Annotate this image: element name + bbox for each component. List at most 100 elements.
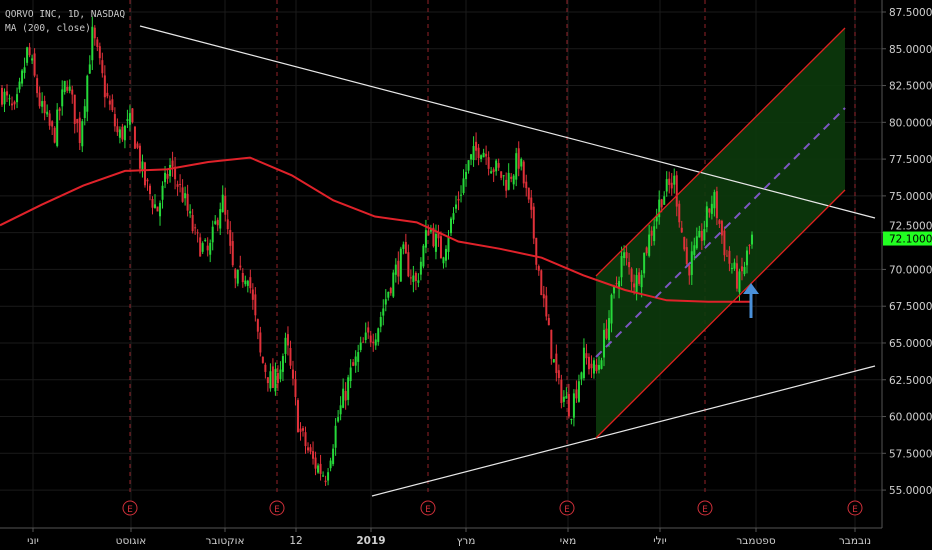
candle-body [334,425,337,448]
candle-body [296,400,299,433]
candle-body [159,202,162,217]
y-tick-label: 87.5000 [889,7,932,19]
indicator-label[interactable]: MA (200, close) [5,23,91,34]
x-tick-label: מרץ [457,535,476,547]
candle-body [472,146,475,161]
candle-body [512,175,515,185]
candle-body [414,272,417,281]
channel-lower-line[interactable] [595,189,846,439]
candle-body [407,252,410,277]
candle-body [209,242,212,255]
upper-trendline[interactable] [139,25,876,219]
candle-body [43,100,46,114]
candle-body [61,89,64,107]
candle-body [387,291,390,298]
candle-body [11,103,14,106]
candle-body [344,390,347,401]
moving-average-line[interactable] [0,156,750,303]
y-tick-label: 77.5000 [889,154,932,166]
candle-body [577,381,580,402]
candle-body [565,396,568,399]
candle-body [176,184,179,187]
candle-body [354,356,357,366]
x-tick-label: אוקטובר [206,535,245,547]
earnings-icon[interactable] [697,500,713,516]
candle-body [743,266,746,275]
earnings-label: E [127,505,133,515]
candle-body [680,227,683,233]
candle-body [648,234,651,256]
y-tick-label: 82.5000 [889,81,932,93]
channel-upper-line[interactable] [595,27,846,277]
candle-body [485,153,488,157]
candle-body [33,53,36,76]
candle-body [219,209,222,229]
candle-body [291,369,294,379]
candle-body [13,101,16,105]
earnings-icon[interactable] [420,500,436,516]
candle-body [603,329,606,358]
candle-body [655,215,658,222]
candle-body [658,199,661,218]
y-tick-label: 67.5000 [889,301,932,313]
candle-body [605,328,608,339]
candle-body [314,457,317,469]
earnings-icon[interactable] [847,500,863,516]
candle-body [399,248,402,282]
candle-body [678,203,681,223]
candle-body [151,199,154,208]
channel-midline[interactable] [595,107,846,358]
candle-body [535,237,538,265]
earnings-icon[interactable] [122,500,138,516]
candle-body [254,294,257,316]
candle-body [635,275,638,293]
candle-body [728,250,731,264]
candle-body [244,280,247,285]
candle-body [522,161,525,184]
candle-body [495,160,498,172]
x-tick-label: יולי [653,535,667,547]
candle-body [665,179,668,192]
candle-body [460,194,463,196]
earnings-icon[interactable] [269,500,285,516]
candle-body [703,229,706,241]
candle-body [738,271,741,293]
candle-body [229,230,232,246]
candle-body [708,208,711,213]
candle-body [199,237,202,257]
candle-body [141,161,144,170]
candle-body [432,227,435,247]
candle-body [557,370,560,379]
candle-body [688,265,691,276]
arrow-up-icon[interactable] [743,283,759,294]
candle-body [189,211,192,214]
candle-body [437,231,440,239]
candle-body [73,94,76,124]
candle-body [51,121,54,127]
candle-body [537,266,540,271]
earnings-icon[interactable] [559,500,575,516]
candle-body [8,98,11,100]
candle-body [201,243,204,252]
symbol-label[interactable]: QORVO INC, 1D, NASDAQ [5,9,126,20]
candle-body [745,250,748,266]
candle-body [510,176,513,179]
candle-body [53,127,56,143]
lower-trendline[interactable] [371,365,876,497]
candle-body [465,171,468,180]
candle-body [525,181,528,189]
candle-body [236,269,239,284]
candle-body [487,157,490,169]
candle-body [41,101,44,107]
candle-body [645,247,648,254]
candle-body [570,419,573,421]
candle-body [179,184,182,186]
candle-body [18,81,21,90]
candle-body [101,60,104,74]
price-axis[interactable] [883,0,932,550]
candle-body [663,196,666,205]
candle-body [710,203,713,214]
candle-body [221,194,224,213]
